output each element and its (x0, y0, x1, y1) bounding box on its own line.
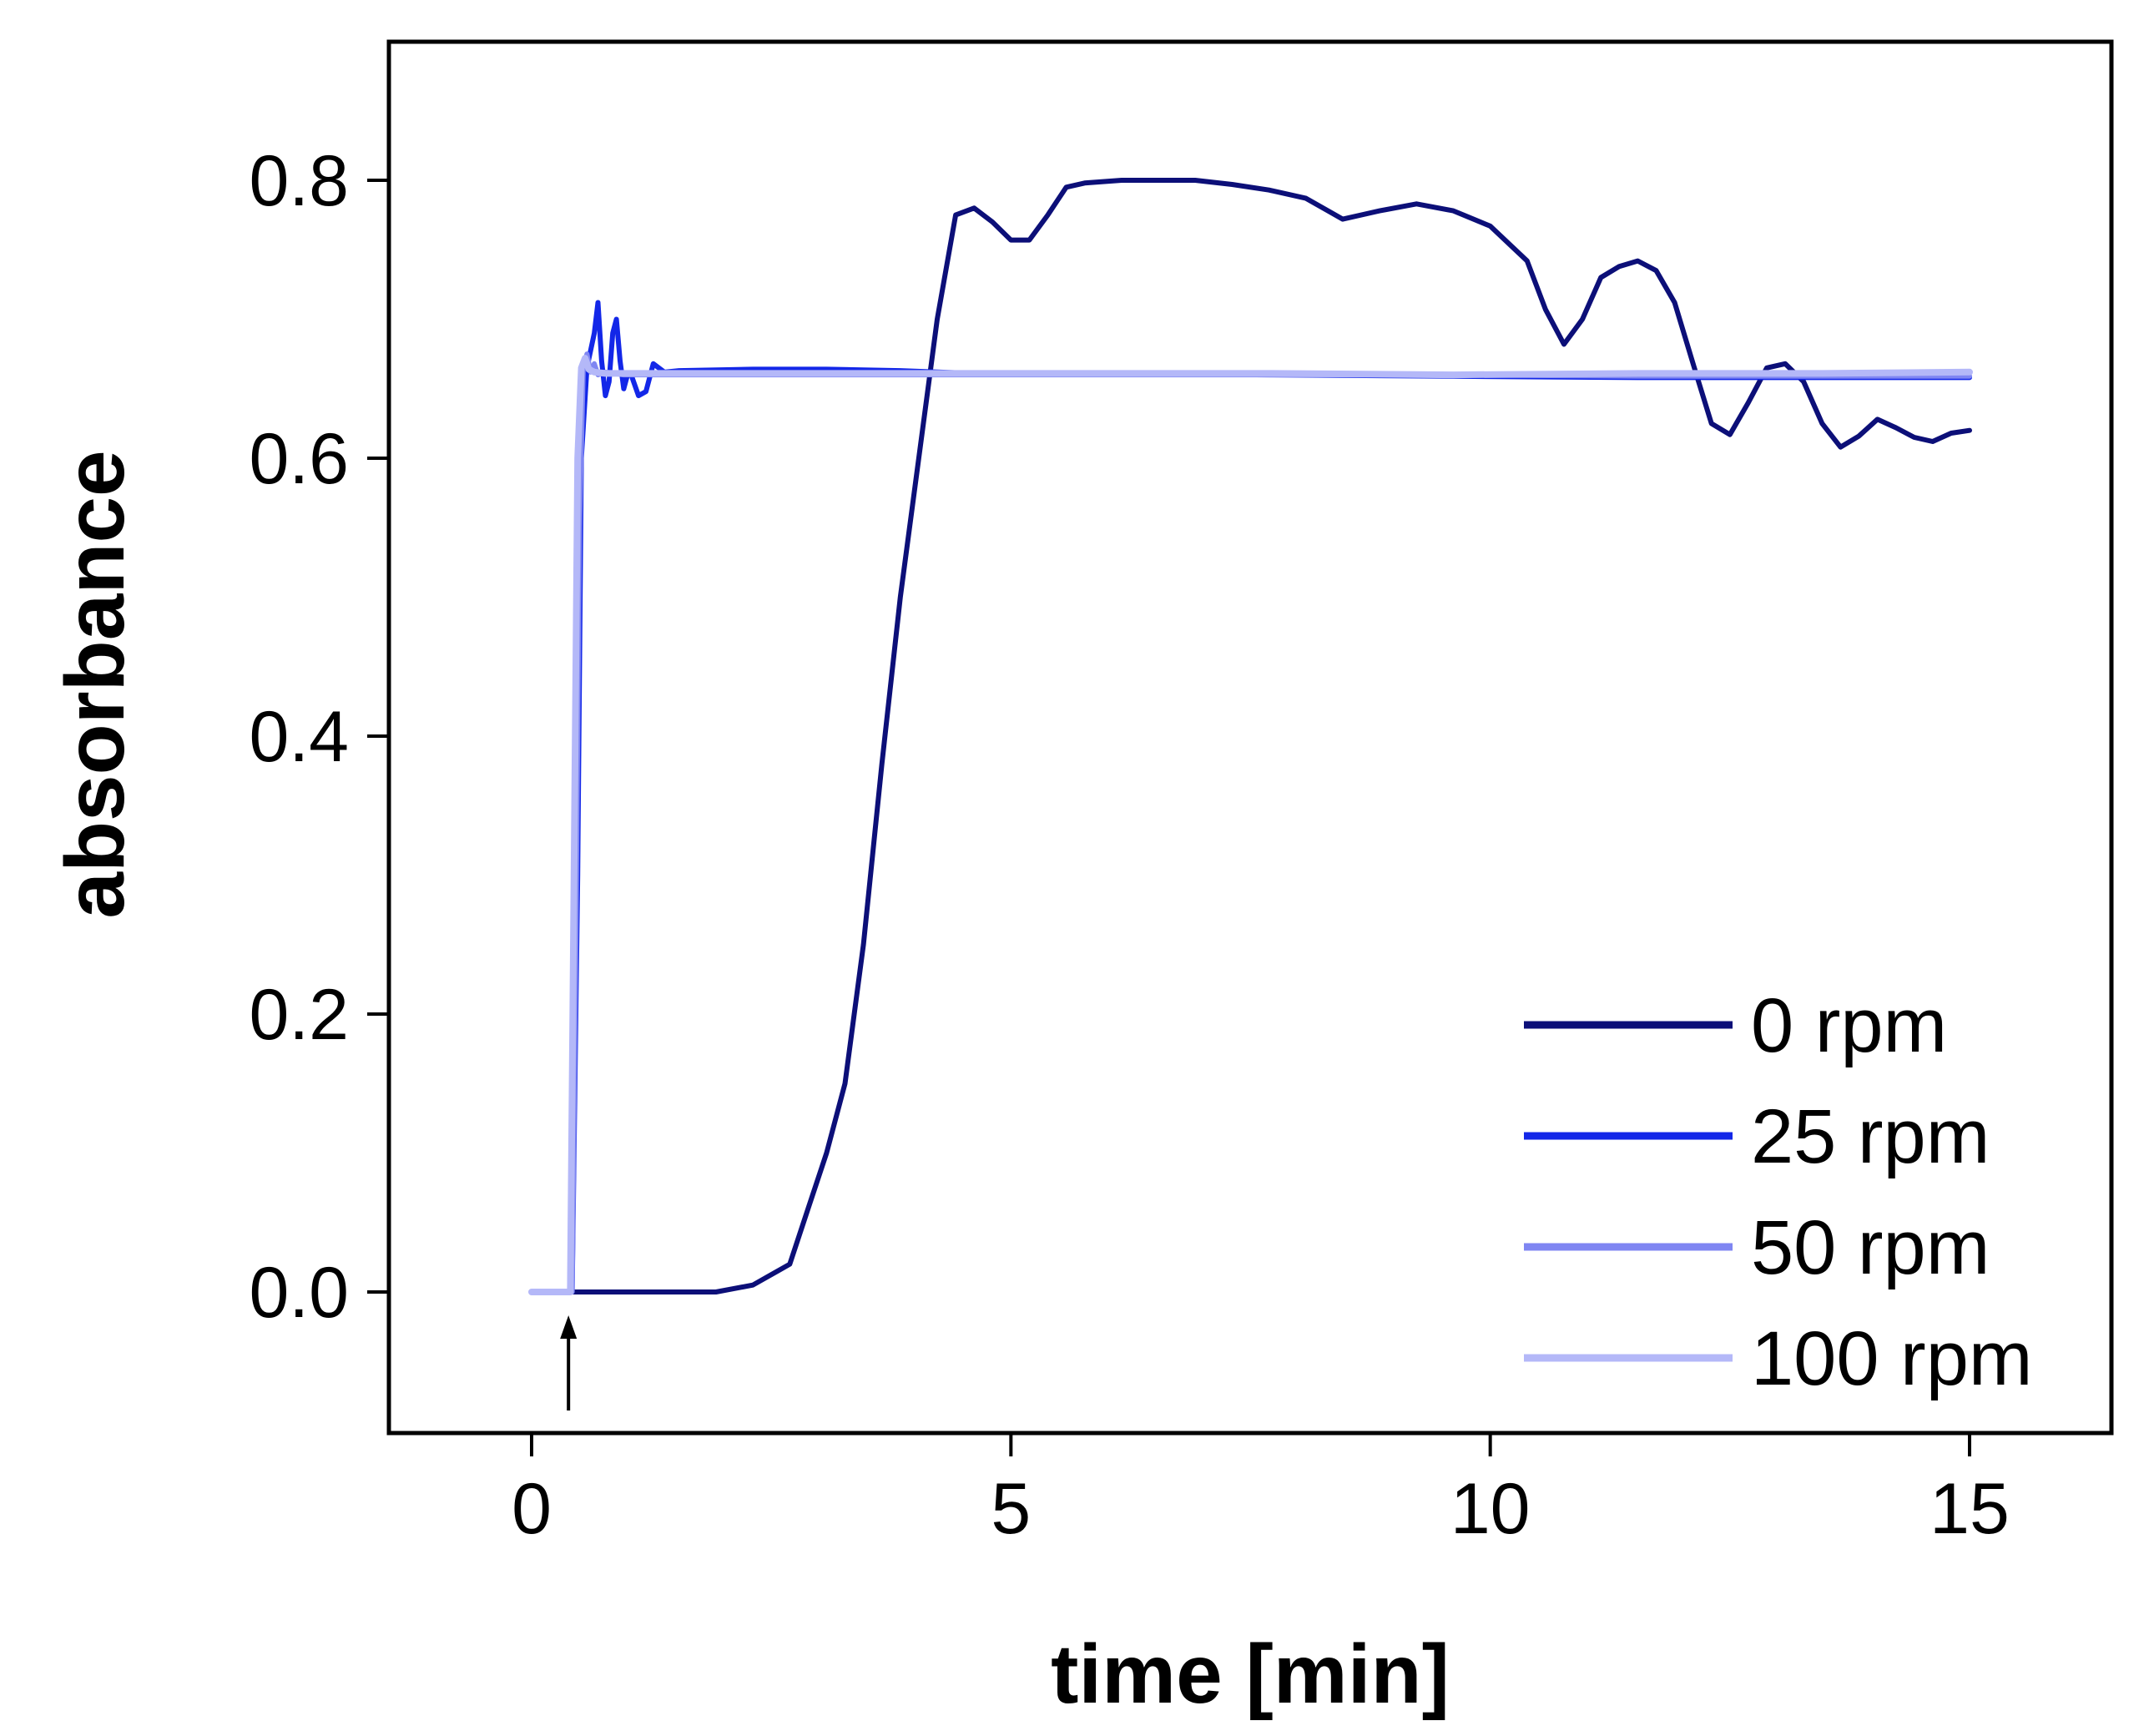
x-tick-label: 0 (512, 1469, 552, 1549)
legend-label-100-rpm: 100 rpm (1751, 1316, 2033, 1401)
y-tick-label: 0.6 (249, 419, 349, 499)
legend: 0 rpm 25 rpm 50 rpm 100 rpm (1524, 983, 2033, 1401)
y-tick-label: 0.8 (249, 141, 349, 221)
legend-label-25-rpm: 25 rpm (1751, 1094, 1990, 1179)
x-axis: 0 5 10 15 (512, 1433, 2010, 1549)
x-axis-title: time [min] (1051, 1628, 1450, 1721)
y-tick-label: 0.0 (249, 1253, 349, 1333)
legend-label-50-rpm: 50 rpm (1751, 1205, 1990, 1290)
x-tick-label: 5 (991, 1469, 1031, 1549)
annotation-layer (560, 1315, 578, 1410)
x-tick-label: 15 (1930, 1469, 2010, 1549)
y-tick-label: 0.4 (249, 697, 349, 777)
series-line-0-rpm (529, 178, 1972, 1294)
series-layer (528, 178, 1973, 1295)
y-axis-title: absorbance (48, 450, 142, 918)
series-line-100-rpm (528, 355, 1973, 1295)
legend-label-0-rpm: 0 rpm (1751, 983, 1947, 1068)
y-tick-label: 0.2 (249, 975, 349, 1055)
arrow-head (560, 1315, 578, 1339)
y-axis: 0.0 0.2 0.4 0.6 0.8 (249, 141, 389, 1333)
x-tick-label: 10 (1450, 1469, 1531, 1549)
